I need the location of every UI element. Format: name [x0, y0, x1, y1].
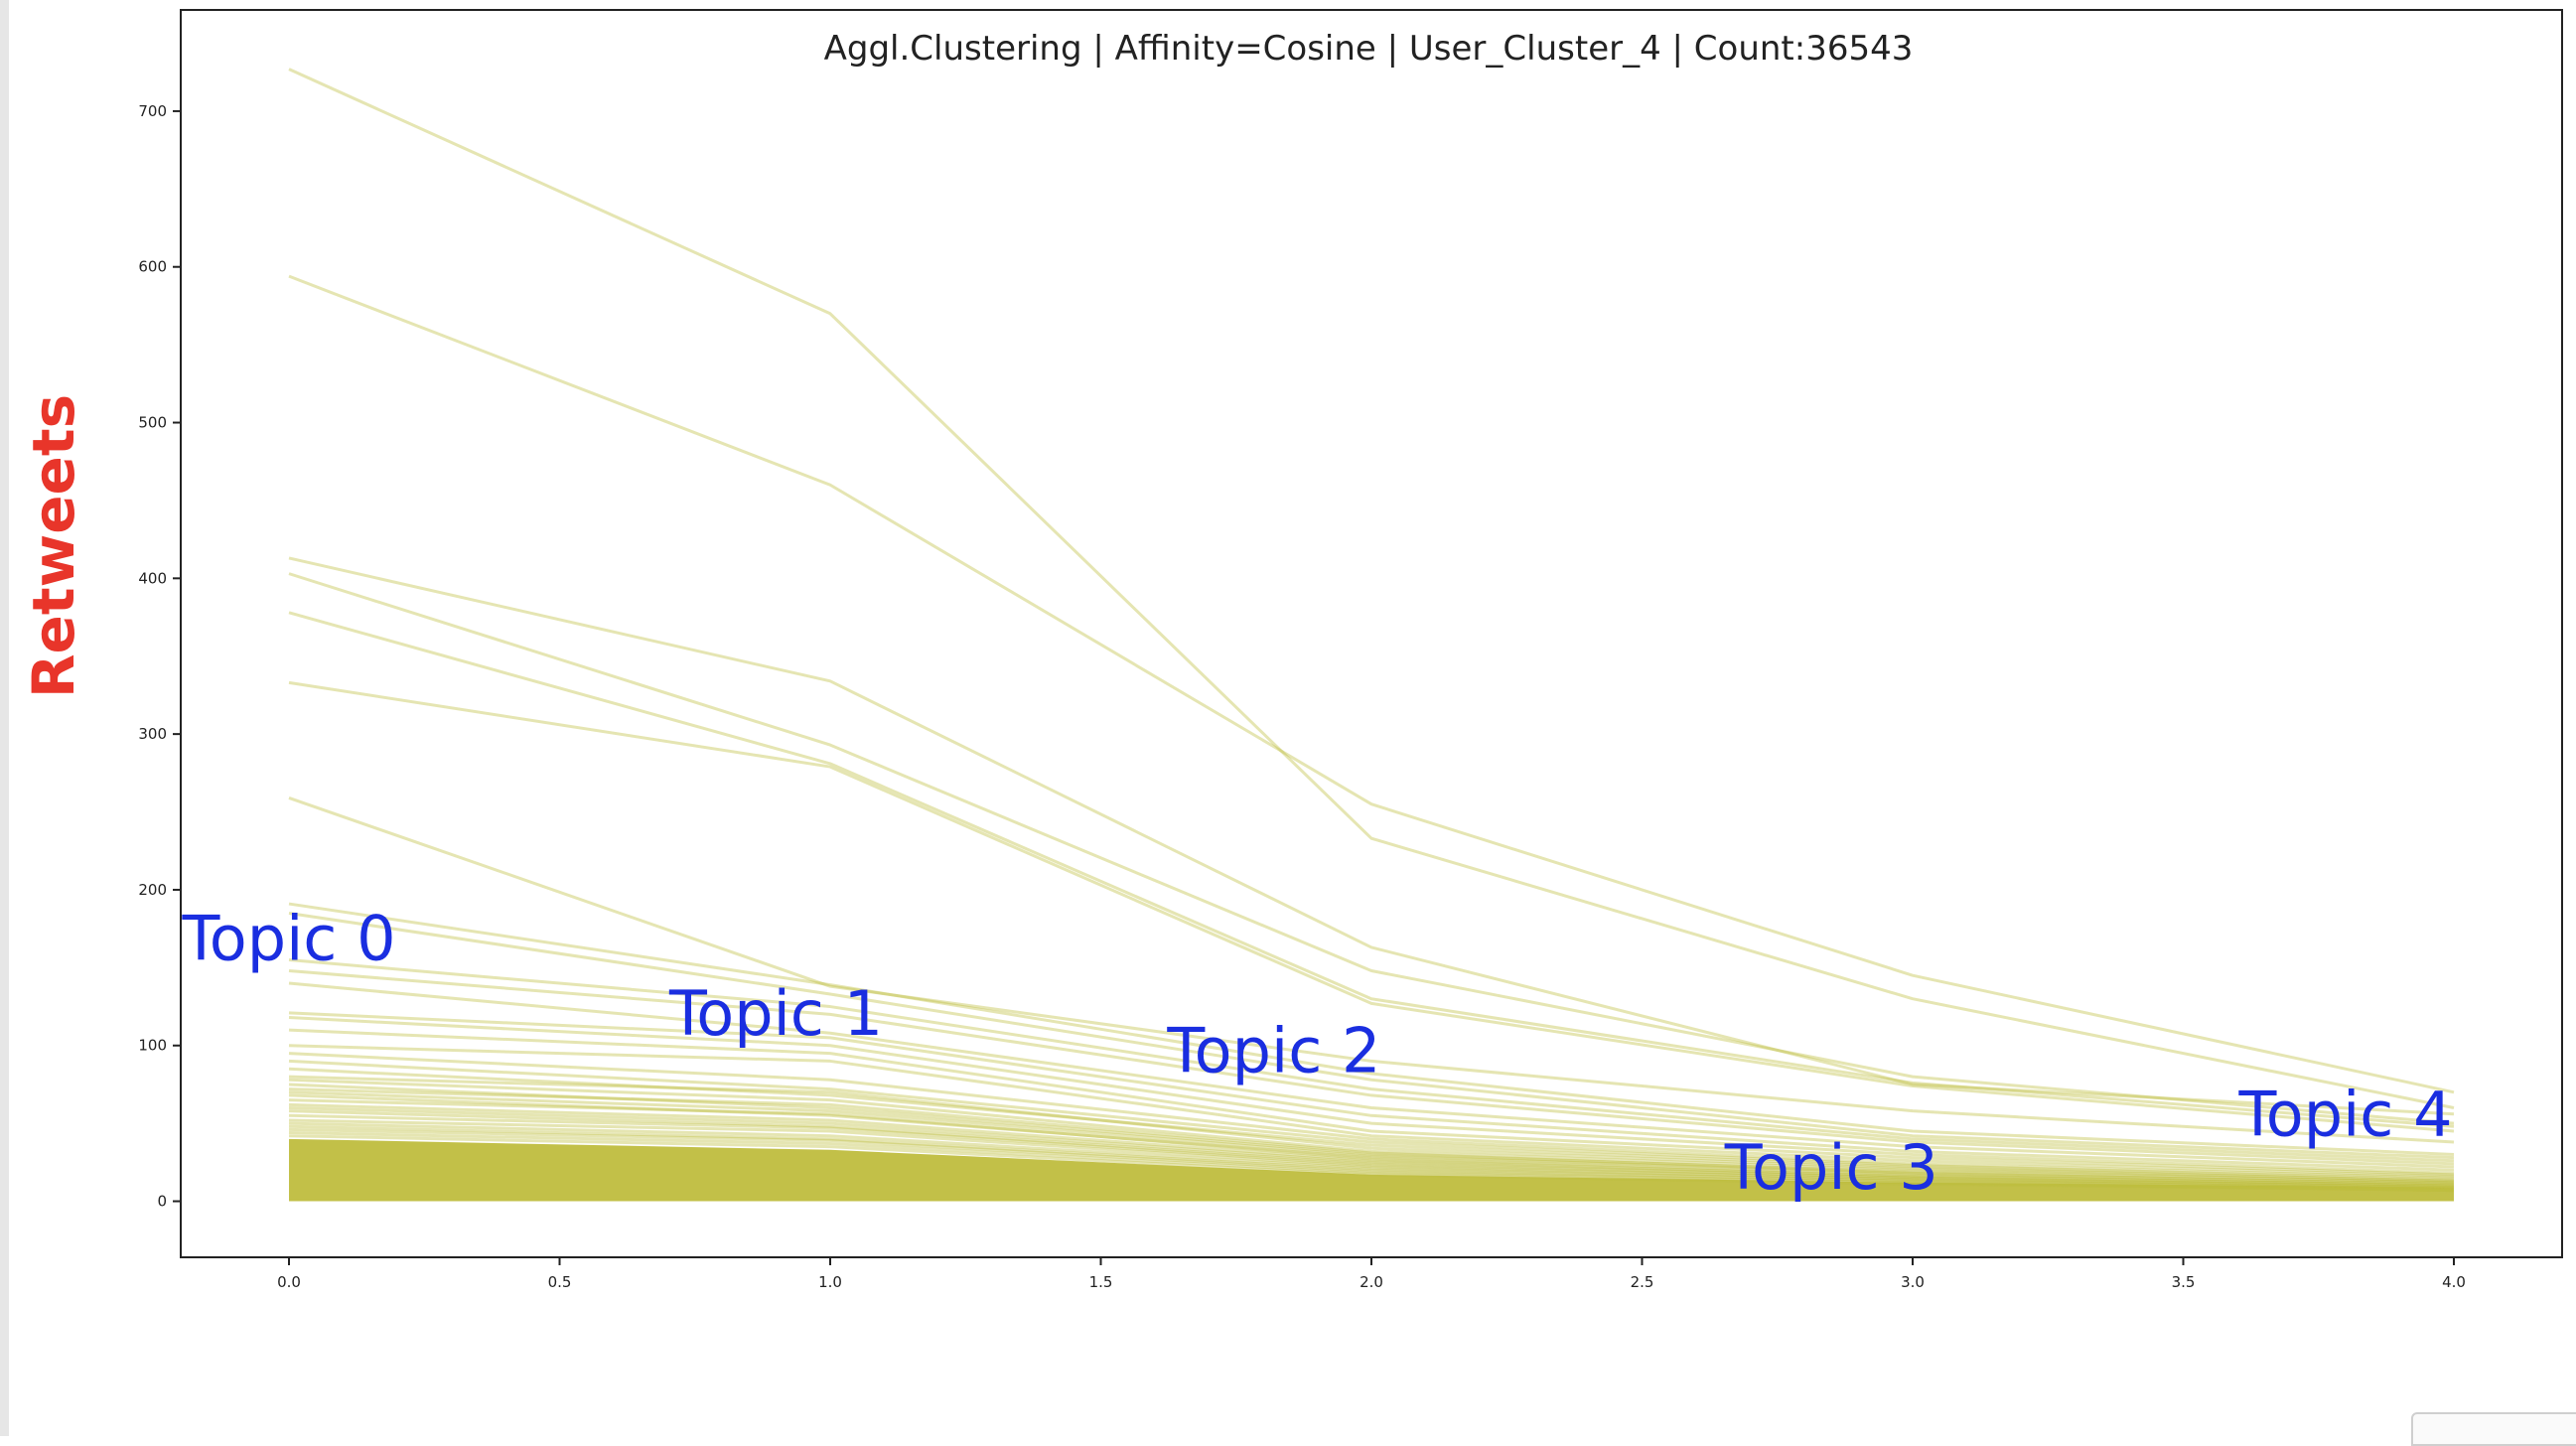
x-tick-label: 0.5 — [548, 1273, 572, 1291]
series-line-17 — [288, 1059, 2455, 1182]
y-axis: 0 100 200 300 400 500 600 700 — [138, 102, 181, 1211]
series-line-22 — [288, 1087, 2455, 1186]
y-tick-label: 100 — [138, 1037, 167, 1055]
series-line-30 — [288, 1118, 2455, 1191]
x-tick-label: 2.5 — [1631, 1273, 1654, 1291]
topic-annotation-1: Topic 1 — [668, 977, 883, 1050]
series-line-20 — [288, 1078, 2455, 1185]
series-line-10 — [288, 968, 2455, 1166]
series-lines-layer — [288, 68, 2455, 1193]
series-line-25 — [288, 1098, 2455, 1188]
series-line-4 — [288, 611, 2455, 1128]
series-line-2 — [288, 556, 2455, 1116]
y-axis-label: Retweets — [20, 394, 87, 698]
x-tick-label: 0.0 — [277, 1273, 301, 1291]
dense-band-layer — [289, 1138, 2454, 1202]
x-tick-label: 1.5 — [1089, 1273, 1113, 1291]
series-line-12 — [288, 1011, 2455, 1172]
series-line-8 — [288, 911, 2455, 1160]
series-line-34 — [288, 1131, 2455, 1193]
series-line-18 — [288, 1067, 2455, 1183]
series-line-31 — [288, 1121, 2455, 1191]
series-line-14 — [288, 1028, 2455, 1177]
series-line-0 — [288, 68, 2455, 1109]
y-tick-label: 400 — [138, 569, 167, 587]
series-line-7 — [288, 902, 2455, 1157]
topic-annotation-2: Topic 2 — [1166, 1014, 1380, 1086]
topic-annotation-4: Topic 4 — [2237, 1079, 2452, 1151]
topic-annotation-3: Topic 3 — [1724, 1131, 1938, 1204]
series-line-28 — [288, 1109, 2455, 1189]
series-line-33 — [288, 1127, 2455, 1193]
series-line-16 — [288, 1052, 2455, 1180]
series-line-3 — [288, 572, 2455, 1125]
window-corner-widget — [2411, 1412, 2576, 1446]
y-tick-label: 600 — [138, 258, 167, 276]
series-line-1 — [288, 274, 2455, 1094]
x-tick-label: 2.0 — [1360, 1273, 1383, 1291]
series-line-19 — [288, 1075, 2455, 1183]
series-line-15 — [288, 1044, 2455, 1178]
series-line-35 — [288, 1134, 2455, 1193]
y-tick-label: 500 — [138, 414, 167, 432]
series-line-13 — [288, 1016, 2455, 1175]
y-tick-label: 700 — [138, 102, 167, 120]
x-tick-label: 1.0 — [818, 1273, 842, 1291]
topic-annotations: Topic 0 Topic 1 Topic 2 Topic 3 Topic 4 — [181, 903, 2452, 1205]
window-edge — [0, 0, 9, 1436]
x-tick-label: 4.0 — [2442, 1273, 2466, 1291]
series-line-29 — [288, 1113, 2455, 1189]
x-tick-label: 3.5 — [2172, 1273, 2196, 1291]
series-line-24 — [288, 1093, 2455, 1188]
series-line-11 — [288, 981, 2455, 1169]
series-line-9 — [288, 958, 2455, 1163]
series-line-5 — [288, 680, 2455, 1133]
series-line-27 — [288, 1105, 2455, 1189]
dense-series-band — [289, 1138, 2454, 1202]
x-axis: 0.0 0.5 1.0 1.5 2.0 2.5 3.0 3.5 4.0 — [277, 1257, 2466, 1291]
series-line-6 — [288, 796, 2455, 1144]
y-tick-label: 0 — [157, 1193, 167, 1211]
series-line-21 — [288, 1083, 2455, 1185]
y-tick-label: 200 — [138, 881, 167, 899]
series-line-23 — [288, 1090, 2455, 1186]
topic-annotation-0: Topic 0 — [181, 903, 395, 975]
chart-title: Aggl.Clustering | Affinity=Cosine | User… — [824, 29, 1914, 69]
series-line-32 — [288, 1124, 2455, 1191]
series-line-26 — [288, 1102, 2455, 1188]
y-tick-label: 300 — [138, 725, 167, 743]
x-tick-label: 3.0 — [1901, 1273, 1925, 1291]
